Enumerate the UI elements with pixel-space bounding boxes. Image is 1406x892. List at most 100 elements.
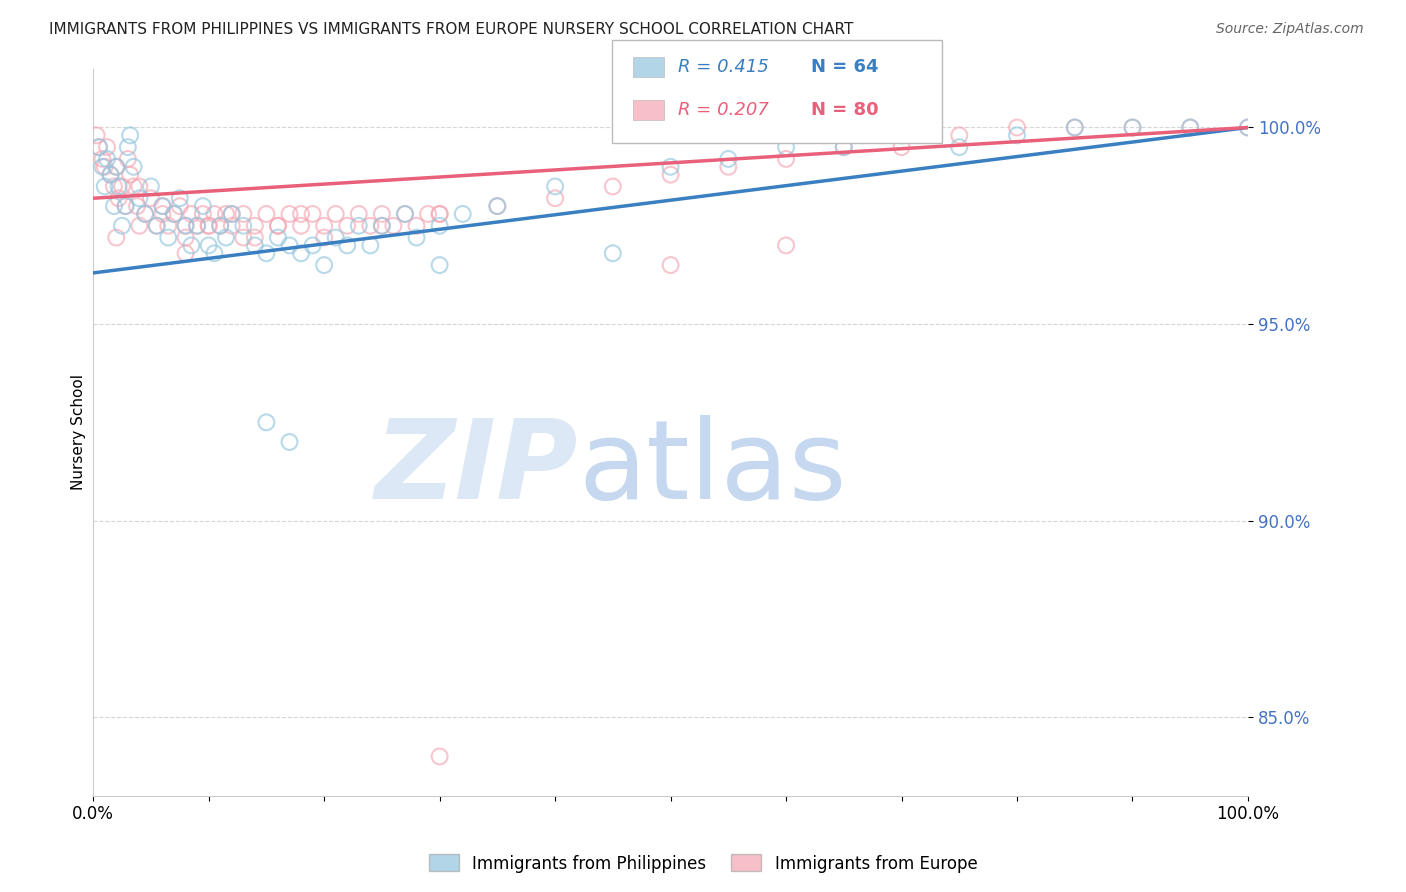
Point	[120, 168, 142, 182]
Point	[254, 207, 277, 221]
Point	[278, 207, 301, 221]
Point	[186, 219, 208, 233]
Point	[232, 230, 254, 244]
Point	[163, 207, 186, 221]
Point	[128, 191, 150, 205]
Point	[103, 199, 125, 213]
Point	[145, 219, 167, 233]
Point	[832, 140, 855, 154]
Point	[544, 191, 567, 205]
Text: ZIP: ZIP	[374, 415, 578, 522]
Point	[290, 219, 312, 233]
Point	[394, 207, 416, 221]
Point	[117, 140, 139, 154]
Point	[659, 168, 682, 182]
Point	[191, 199, 214, 213]
Point	[394, 207, 416, 221]
Text: IMMIGRANTS FROM PHILIPPINES VS IMMIGRANTS FROM EUROPE NURSERY SCHOOL CORRELATION: IMMIGRANTS FROM PHILIPPINES VS IMMIGRANT…	[49, 22, 853, 37]
Point	[197, 219, 219, 233]
Point	[429, 207, 451, 221]
Point	[1005, 120, 1028, 135]
Point	[290, 207, 312, 221]
Point	[1121, 120, 1143, 135]
Point	[180, 207, 202, 221]
Legend: Immigrants from Philippines, Immigrants from Europe: Immigrants from Philippines, Immigrants …	[422, 847, 984, 880]
Point	[180, 238, 202, 252]
Point	[429, 258, 451, 272]
Point	[96, 152, 118, 166]
Point	[1180, 120, 1202, 135]
Point	[114, 199, 136, 213]
Text: N = 80: N = 80	[811, 101, 879, 119]
Point	[174, 219, 197, 233]
Point	[405, 219, 427, 233]
Point	[174, 219, 197, 233]
Point	[139, 191, 162, 205]
Point	[832, 140, 855, 154]
Point	[1237, 120, 1260, 135]
Point	[314, 230, 336, 244]
Point	[948, 140, 970, 154]
Point	[221, 207, 243, 221]
Point	[325, 230, 347, 244]
Text: R = 0.207: R = 0.207	[678, 101, 769, 119]
Point	[107, 179, 129, 194]
Point	[290, 246, 312, 260]
Point	[336, 219, 359, 233]
Point	[105, 230, 128, 244]
Point	[267, 230, 290, 244]
Point	[717, 152, 740, 166]
Point	[243, 238, 266, 252]
Point	[125, 199, 148, 213]
Point	[134, 207, 156, 221]
Point	[717, 160, 740, 174]
Point	[544, 179, 567, 194]
Point	[416, 207, 439, 221]
Text: R = 0.415: R = 0.415	[678, 58, 769, 76]
Point	[221, 207, 243, 221]
Point	[100, 168, 122, 182]
Point	[122, 160, 145, 174]
Point	[314, 258, 336, 272]
Point	[278, 434, 301, 449]
Point	[267, 219, 290, 233]
Point	[87, 140, 110, 154]
Point	[93, 160, 115, 174]
Point	[1005, 128, 1028, 143]
Point	[128, 179, 150, 194]
Point	[301, 238, 323, 252]
Point	[86, 128, 108, 143]
Point	[209, 219, 232, 233]
Point	[486, 199, 509, 213]
Point	[111, 179, 134, 194]
Text: atlas: atlas	[578, 415, 846, 522]
Point	[197, 219, 219, 233]
Point	[948, 128, 970, 143]
Point	[278, 238, 301, 252]
Point	[486, 199, 509, 213]
Point	[659, 160, 682, 174]
Point	[429, 219, 451, 233]
Point	[405, 230, 427, 244]
Point	[243, 230, 266, 244]
Point	[152, 199, 174, 213]
Point	[1121, 120, 1143, 135]
Point	[775, 238, 797, 252]
Point	[96, 140, 118, 154]
Point	[254, 415, 277, 429]
Point	[163, 207, 186, 221]
Point	[169, 199, 191, 213]
Point	[157, 230, 180, 244]
Point	[128, 219, 150, 233]
Point	[347, 219, 370, 233]
Point	[314, 219, 336, 233]
Point	[215, 230, 238, 244]
Point	[602, 246, 624, 260]
Text: Source: ZipAtlas.com: Source: ZipAtlas.com	[1216, 22, 1364, 37]
Point	[91, 152, 114, 166]
Point	[197, 238, 219, 252]
Y-axis label: Nursery School: Nursery School	[72, 374, 86, 490]
Point	[359, 238, 381, 252]
Point	[139, 179, 162, 194]
Point	[382, 219, 405, 233]
